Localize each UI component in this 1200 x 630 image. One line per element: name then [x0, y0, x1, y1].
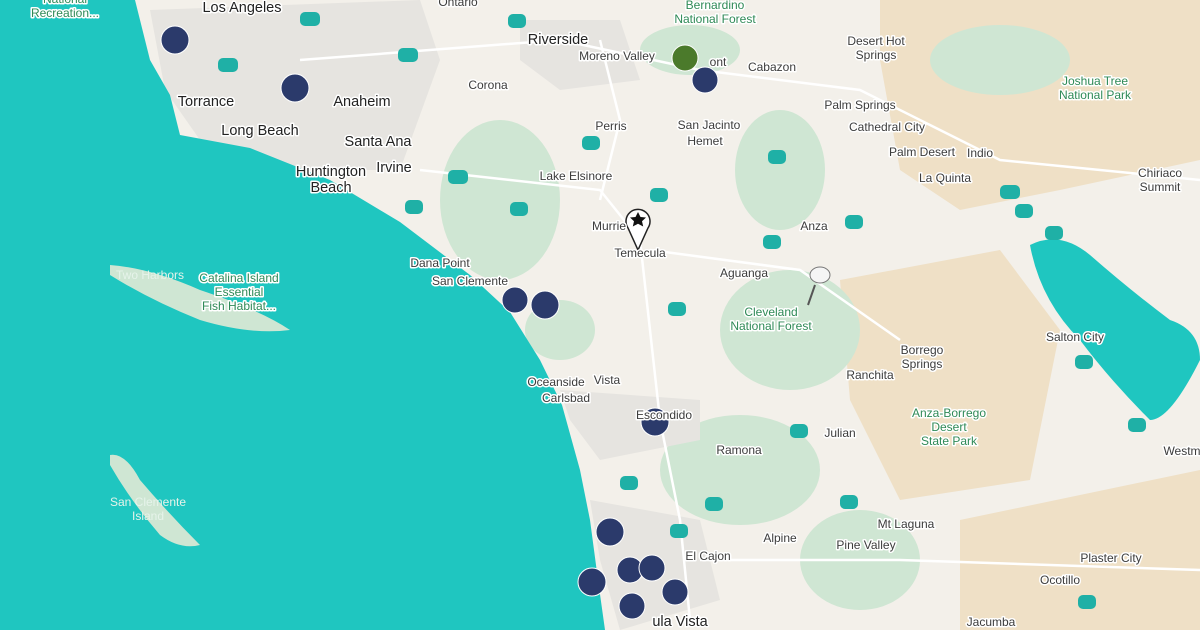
- place-label: Torrance: [178, 94, 234, 110]
- place-label: Hemet: [687, 134, 723, 148]
- place-label: State Park: [921, 434, 978, 448]
- place-label: Salton City: [1046, 330, 1104, 344]
- place-label: Springs: [902, 357, 943, 371]
- salton-sea: [1030, 239, 1200, 420]
- place-label: Two Harbors: [116, 268, 184, 282]
- place-label: Cleveland: [744, 305, 797, 319]
- ocean: [0, 0, 605, 630]
- place-label: Oceanside: [527, 375, 585, 389]
- place-label: Springs: [856, 48, 897, 62]
- place-label: Chiriaco: [1138, 166, 1182, 180]
- place-label: Mt Laguna: [878, 517, 935, 531]
- place-label: Indio: [967, 146, 993, 160]
- roads: [299, 38, 1200, 621]
- place-label: El Cajon: [685, 549, 730, 563]
- location-pin: [625, 208, 651, 252]
- place-label: Joshua Tree: [1062, 74, 1128, 88]
- place-label: Fish Habitat...: [202, 299, 276, 313]
- place-label: Carlsbad: [542, 391, 590, 405]
- place-label: San Jacinto: [678, 118, 741, 132]
- place-label: Ontario: [438, 0, 478, 9]
- place-label: National Forest: [674, 12, 756, 26]
- place-label: Desert Hot: [847, 34, 905, 48]
- place-label: Escondido: [636, 408, 692, 422]
- place-label: Borrego: [901, 343, 944, 357]
- place-label: Palm Springs: [824, 98, 895, 112]
- place-label: Santa Ana: [345, 134, 413, 150]
- place-label: ula Vista: [652, 614, 708, 630]
- place-label: Ramona: [716, 443, 762, 457]
- place-label: National Forest: [730, 319, 812, 333]
- place-label: Ocotillo: [1040, 573, 1080, 587]
- place-label: Murrie: [592, 219, 626, 233]
- place-label: Essential: [215, 285, 264, 299]
- place-label: Cabazon: [748, 60, 796, 74]
- place-label: National Park: [1059, 88, 1132, 102]
- place-label: Jacumba: [967, 615, 1016, 629]
- island: [110, 454, 200, 547]
- place-label: Beach: [310, 180, 351, 196]
- place-label: Palm Desert: [889, 145, 956, 159]
- place-label: Corona: [468, 78, 508, 92]
- place-label: Vista: [594, 373, 621, 387]
- place-label: Riverside: [528, 32, 588, 48]
- place-label: Catalina Island: [199, 271, 278, 285]
- place-label: Anaheim: [333, 94, 390, 110]
- place-label: Moreno Valley: [579, 49, 655, 63]
- place-label: Recreation...: [31, 6, 99, 20]
- place-label: ont: [710, 55, 727, 69]
- pushpin: [807, 266, 831, 306]
- place-label: Ranchita: [846, 368, 894, 382]
- place-label: Huntington: [296, 164, 366, 180]
- place-label: Long Beach: [221, 123, 298, 139]
- place-label: Westm: [1163, 444, 1200, 458]
- place-label: Desert: [931, 420, 967, 434]
- place-label: San Clemente: [110, 495, 186, 509]
- desert: [840, 0, 1200, 630]
- place-label: La Quinta: [919, 171, 971, 185]
- place-label: Julian: [824, 426, 855, 440]
- place-label: Aguanga: [720, 266, 768, 280]
- highway-shields: [218, 12, 1146, 609]
- personnel-markers: [160, 25, 719, 620]
- place-label: Lake Elsinore: [540, 169, 613, 183]
- place-label: Cathedral City: [849, 120, 925, 134]
- place-label: National: [43, 0, 87, 6]
- place-label: San Clemente: [432, 274, 508, 288]
- place-label: Irvine: [376, 160, 411, 176]
- place-label: Summit: [1140, 180, 1181, 194]
- place-label: Pine Valley: [836, 538, 895, 552]
- place-label: Dana Point: [410, 256, 470, 270]
- place-label: Plaster City: [1080, 551, 1141, 565]
- place-label: Temecula: [614, 246, 666, 260]
- place-label: Anza-Borrego: [912, 406, 986, 420]
- place-label: Perris: [595, 119, 626, 133]
- place-labels: NationalRecreation... Los Angeles Ontario B…: [29, 0, 1200, 630]
- island: [110, 265, 290, 332]
- place-label: Bernardino: [686, 0, 745, 12]
- place-label: Anza: [800, 219, 828, 233]
- place-label: Alpine: [763, 531, 797, 545]
- place-label: Island: [132, 509, 164, 523]
- place-label: Los Angeles: [202, 0, 281, 16]
